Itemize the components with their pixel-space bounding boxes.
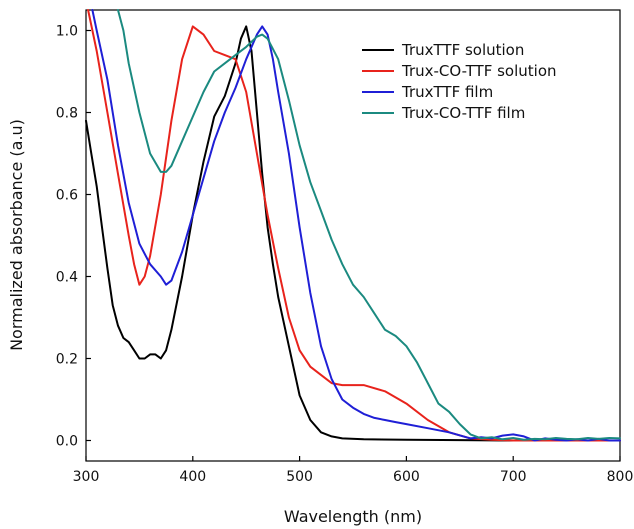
y-tick-label: 0.6	[56, 188, 78, 204]
y-tick-label: 1.0	[56, 24, 78, 40]
x-tick-label: 600	[393, 469, 420, 485]
x-tick-label: 400	[179, 469, 206, 485]
series-line-0	[85, 25, 621, 442]
x-tick-label: 800	[607, 469, 634, 485]
x-tick-label: 300	[73, 469, 100, 485]
x-tick-label: 500	[286, 469, 313, 485]
y-tick-label: 0.4	[56, 270, 78, 286]
plot-frame	[85, 9, 621, 462]
legend-label-1: Trux-CO-TTF solution	[401, 62, 557, 80]
series-line-3	[117, 9, 621, 441]
y-tick-label: 0.8	[56, 106, 78, 122]
series-layer	[85, 9, 621, 442]
legend: TruxTTF solution Trux-CO-TTF solution Trux…	[362, 41, 557, 122]
series-line-1	[87, 9, 621, 442]
x-axis-title: Wavelength (nm)	[284, 507, 422, 526]
x-tick-label: 700	[500, 469, 527, 485]
ticks-layer: 300 400 500 600 700 800 0.0 0.2 0.4 0.6 0.8 1.0	[56, 24, 634, 486]
legend-label-3: Trux-CO-TTF film	[401, 104, 525, 122]
y-tick-label: 0.2	[56, 352, 78, 368]
y-axis-title: Normalized absorbance (a.u)	[7, 119, 26, 351]
legend-label-0: TruxTTF solution	[401, 41, 524, 59]
y-tick-label: 0.0	[56, 434, 78, 450]
legend-label-2: TruxTTF film	[401, 83, 493, 101]
